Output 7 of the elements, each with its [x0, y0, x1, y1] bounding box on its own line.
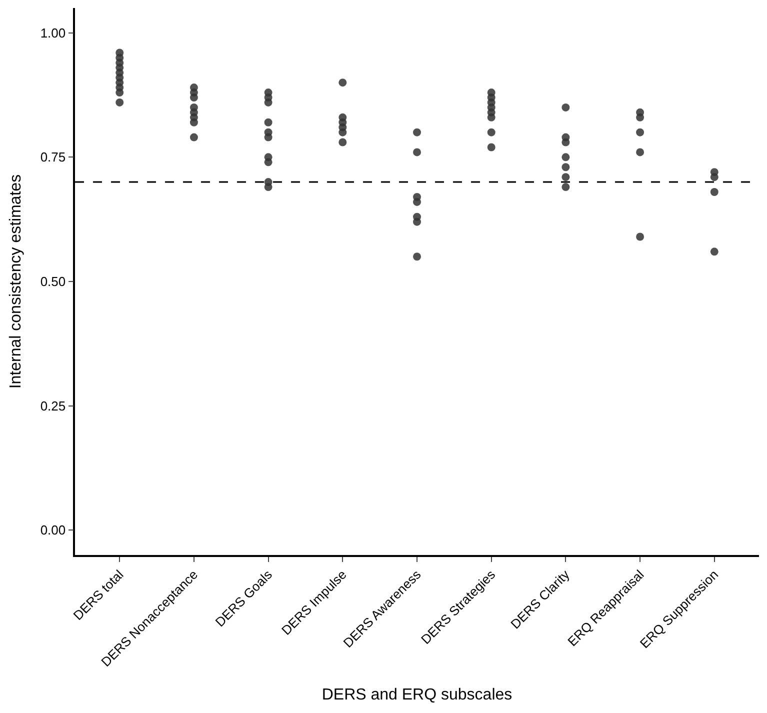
y-tick-label: 0.00 [40, 522, 66, 538]
x-axis-title: DERS and ERQ subscales [322, 686, 512, 704]
y-tick-label: 1.00 [40, 25, 66, 40]
y-tick-label: 0.25 [40, 398, 66, 414]
y-axis-title: Internal consistency estimates [8, 174, 25, 389]
y-tick-label: 0.75 [40, 150, 66, 165]
y-tick-label: 0.50 [40, 274, 66, 290]
